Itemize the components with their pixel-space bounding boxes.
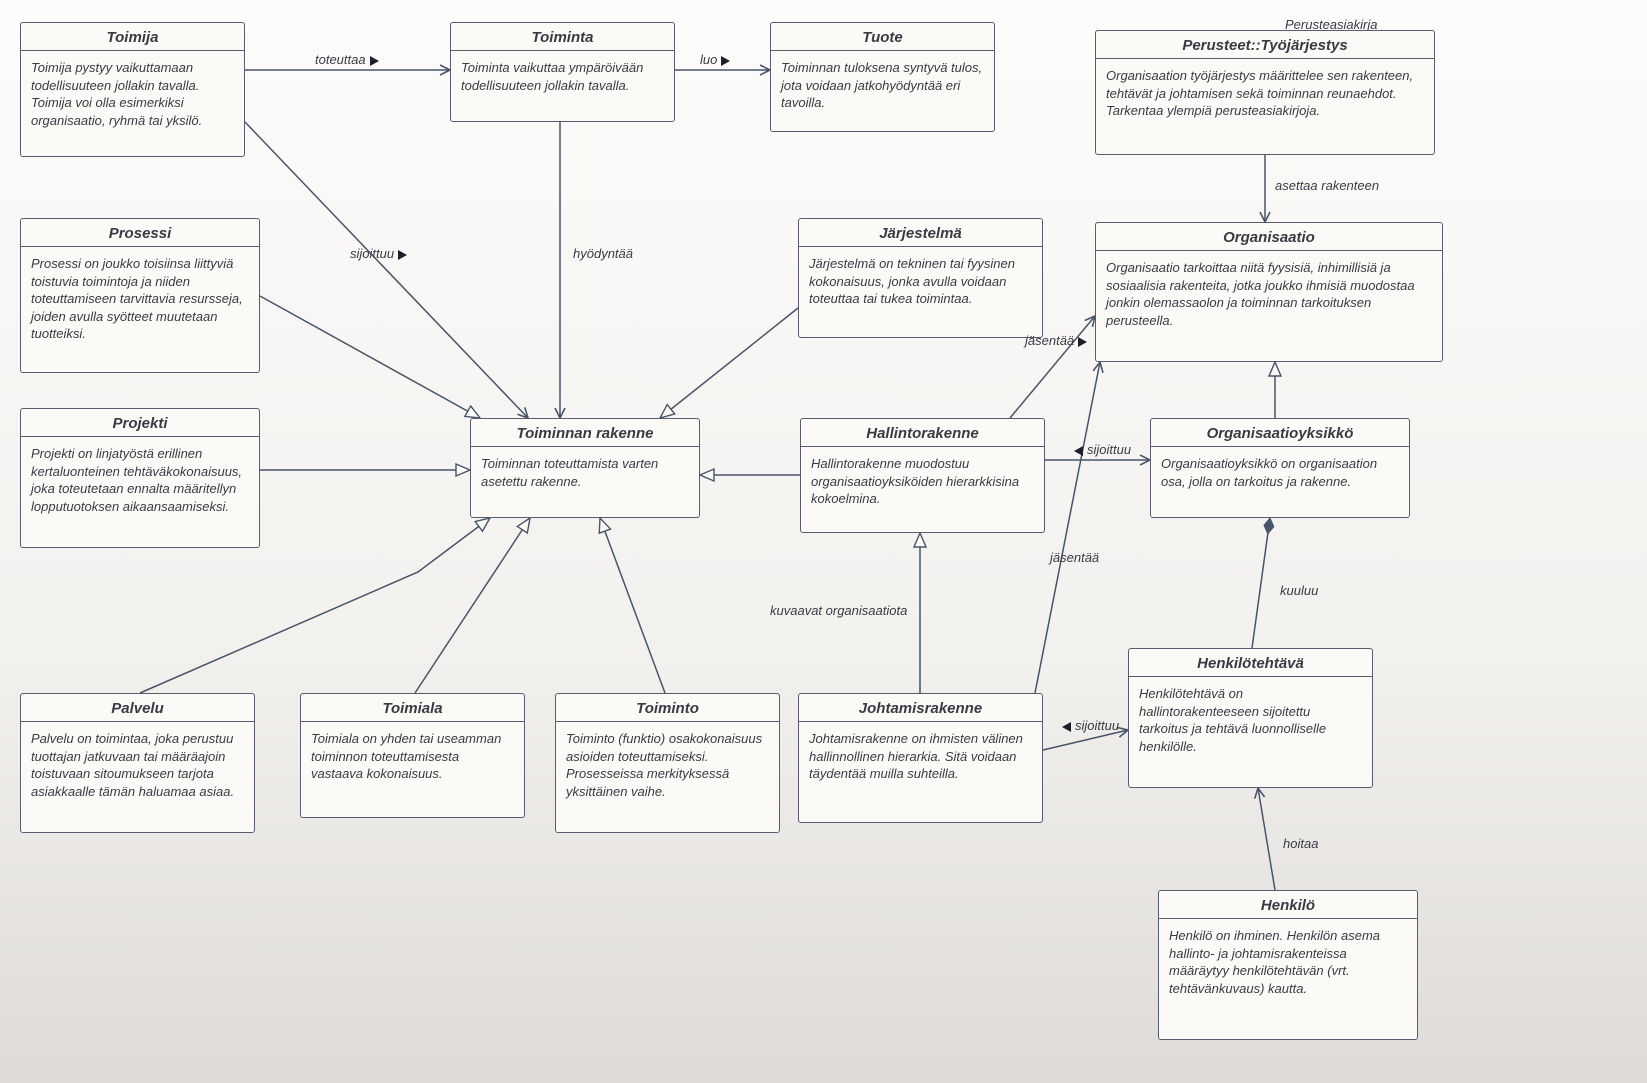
edge-e12 — [660, 308, 798, 418]
node-title: Hallintorakenne — [801, 419, 1044, 447]
node-title: Organisaatioyksikkö — [1151, 419, 1409, 447]
edge-e20 — [1258, 788, 1275, 890]
node-desc: Organisaation työjärjestys määrittelee s… — [1096, 59, 1434, 130]
edge-label: luo — [700, 52, 734, 67]
node-title: Prosessi — [21, 219, 259, 247]
node-desc: Palvelu on toimintaa, joka perustuu tuot… — [21, 722, 254, 810]
node-desc: Henkilö on ihminen. Henkilön asema halli… — [1159, 919, 1417, 1007]
node-desc: Prosessi on joukko toisiinsa liittyviä t… — [21, 247, 259, 353]
edge-label: sijoittuu — [1070, 442, 1131, 457]
edge-label: hyödyntää — [573, 246, 633, 261]
node-hallintorakenne[interactable]: Hallintorakenne Hallintorakenne muodostu… — [800, 418, 1045, 533]
node-desc: Toiminnan tuloksena syntyvä tulos, jota … — [771, 51, 994, 122]
node-tuote[interactable]: Tuote Toiminnan tuloksena syntyvä tulos,… — [770, 22, 995, 132]
node-desc: Toiminto (funktio) osakokonaisuus asioid… — [556, 722, 779, 810]
node-palvelu[interactable]: Palvelu Palvelu on toimintaa, joka perus… — [20, 693, 255, 833]
node-title: Toiminta — [451, 23, 674, 51]
diagram-canvas: Perusteasiakirja Toimija Toimija pystyy … — [0, 0, 1647, 1083]
edge-e6 — [260, 296, 480, 418]
edge-label: sijoittuu — [1058, 718, 1119, 733]
node-title: Projekti — [21, 409, 259, 437]
node-toiminnan-rakenne[interactable]: Toiminnan rakenne Toiminnan toteuttamist… — [470, 418, 700, 518]
node-title: Henkilö — [1159, 891, 1417, 919]
node-desc: Toimiala on yhden tai useamman toiminnon… — [301, 722, 524, 793]
node-johtamisrakenne[interactable]: Johtamisrakenne Johtamisrakenne on ihmis… — [798, 693, 1043, 823]
node-toiminta[interactable]: Toiminta Toiminta vaikuttaa ympäröivään … — [450, 22, 675, 122]
node-desc: Toiminta vaikuttaa ympäröivään todellisu… — [451, 51, 674, 104]
edge-label: kuuluu — [1280, 583, 1318, 598]
edge-label: toteuttaa — [315, 52, 383, 67]
edge-e10 — [600, 518, 665, 693]
edge-label: jäsentää — [1050, 550, 1099, 565]
node-henkilo[interactable]: Henkilö Henkilö on ihminen. Henkilön ase… — [1158, 890, 1418, 1040]
node-desc: Järjestelmä on tekninen tai fyysinen kok… — [799, 247, 1042, 318]
node-title: Toiminnan rakenne — [471, 419, 699, 447]
node-title: Toimija — [21, 23, 244, 51]
node-toimija[interactable]: Toimija Toimija pystyy vaikuttamaan tode… — [20, 22, 245, 157]
node-jarjestelma[interactable]: Järjestelmä Järjestelmä on tekninen tai … — [798, 218, 1043, 338]
node-desc: Henkilötehtävä on hallintorakenteeseen s… — [1129, 677, 1372, 765]
node-title: Perusteet::Työjärjestys — [1096, 31, 1434, 59]
node-title: Tuote — [771, 23, 994, 51]
node-title: Henkilötehtävä — [1129, 649, 1372, 677]
node-henkilotehtava[interactable]: Henkilötehtävä Henkilötehtävä on hallint… — [1128, 648, 1373, 788]
node-desc: Johtamisrakenne on ihmisten välinen hall… — [799, 722, 1042, 793]
node-title: Järjestelmä — [799, 219, 1042, 247]
edge-e5 — [245, 122, 528, 418]
edge-label: asettaa rakenteen — [1275, 178, 1379, 193]
node-title: Johtamisrakenne — [799, 694, 1042, 722]
node-desc: Hallintorakenne muodostuu organisaatioyk… — [801, 447, 1044, 518]
node-desc: Projekti on linjatyöstä erillinen kertal… — [21, 437, 259, 525]
edge-label: sijoittuu — [350, 246, 411, 261]
node-toiminto[interactable]: Toiminto Toiminto (funktio) osakokonaisu… — [555, 693, 780, 833]
node-organisaatio[interactable]: Organisaatio Organisaatio tarkoittaa nii… — [1095, 222, 1443, 362]
edge-label: jäsentää — [1025, 333, 1091, 348]
node-perusteet-tyojarjestys[interactable]: Perusteet::Työjärjestys Organisaation ty… — [1095, 30, 1435, 155]
node-desc: Organisaatio tarkoittaa niitä fyysisiä, … — [1096, 251, 1442, 339]
node-title: Palvelu — [21, 694, 254, 722]
edge-label: kuvaavat organisaatiota — [770, 603, 907, 618]
node-desc: Toimija pystyy vaikuttamaan todellisuute… — [21, 51, 244, 139]
node-toimiala[interactable]: Toimiala Toimiala on yhden tai useamman … — [300, 693, 525, 818]
node-desc: Toiminnan toteuttamista varten asetettu … — [471, 447, 699, 500]
edge-e9 — [415, 518, 530, 693]
node-projekti[interactable]: Projekti Projekti on linjatyöstä erillin… — [20, 408, 260, 548]
node-desc: Organisaatioyksikkö on organisaation osa… — [1151, 447, 1409, 500]
edge-e19 — [1252, 518, 1270, 648]
node-title: Organisaatio — [1096, 223, 1442, 251]
node-title: Toimiala — [301, 694, 524, 722]
edge-label: hoitaa — [1283, 836, 1318, 851]
edge-e18 — [1043, 730, 1128, 750]
node-title: Toiminto — [556, 694, 779, 722]
node-organisaatioyksikko[interactable]: Organisaatioyksikkö Organisaatioyksikkö … — [1150, 418, 1410, 518]
node-prosessi[interactable]: Prosessi Prosessi on joukko toisiinsa li… — [20, 218, 260, 373]
